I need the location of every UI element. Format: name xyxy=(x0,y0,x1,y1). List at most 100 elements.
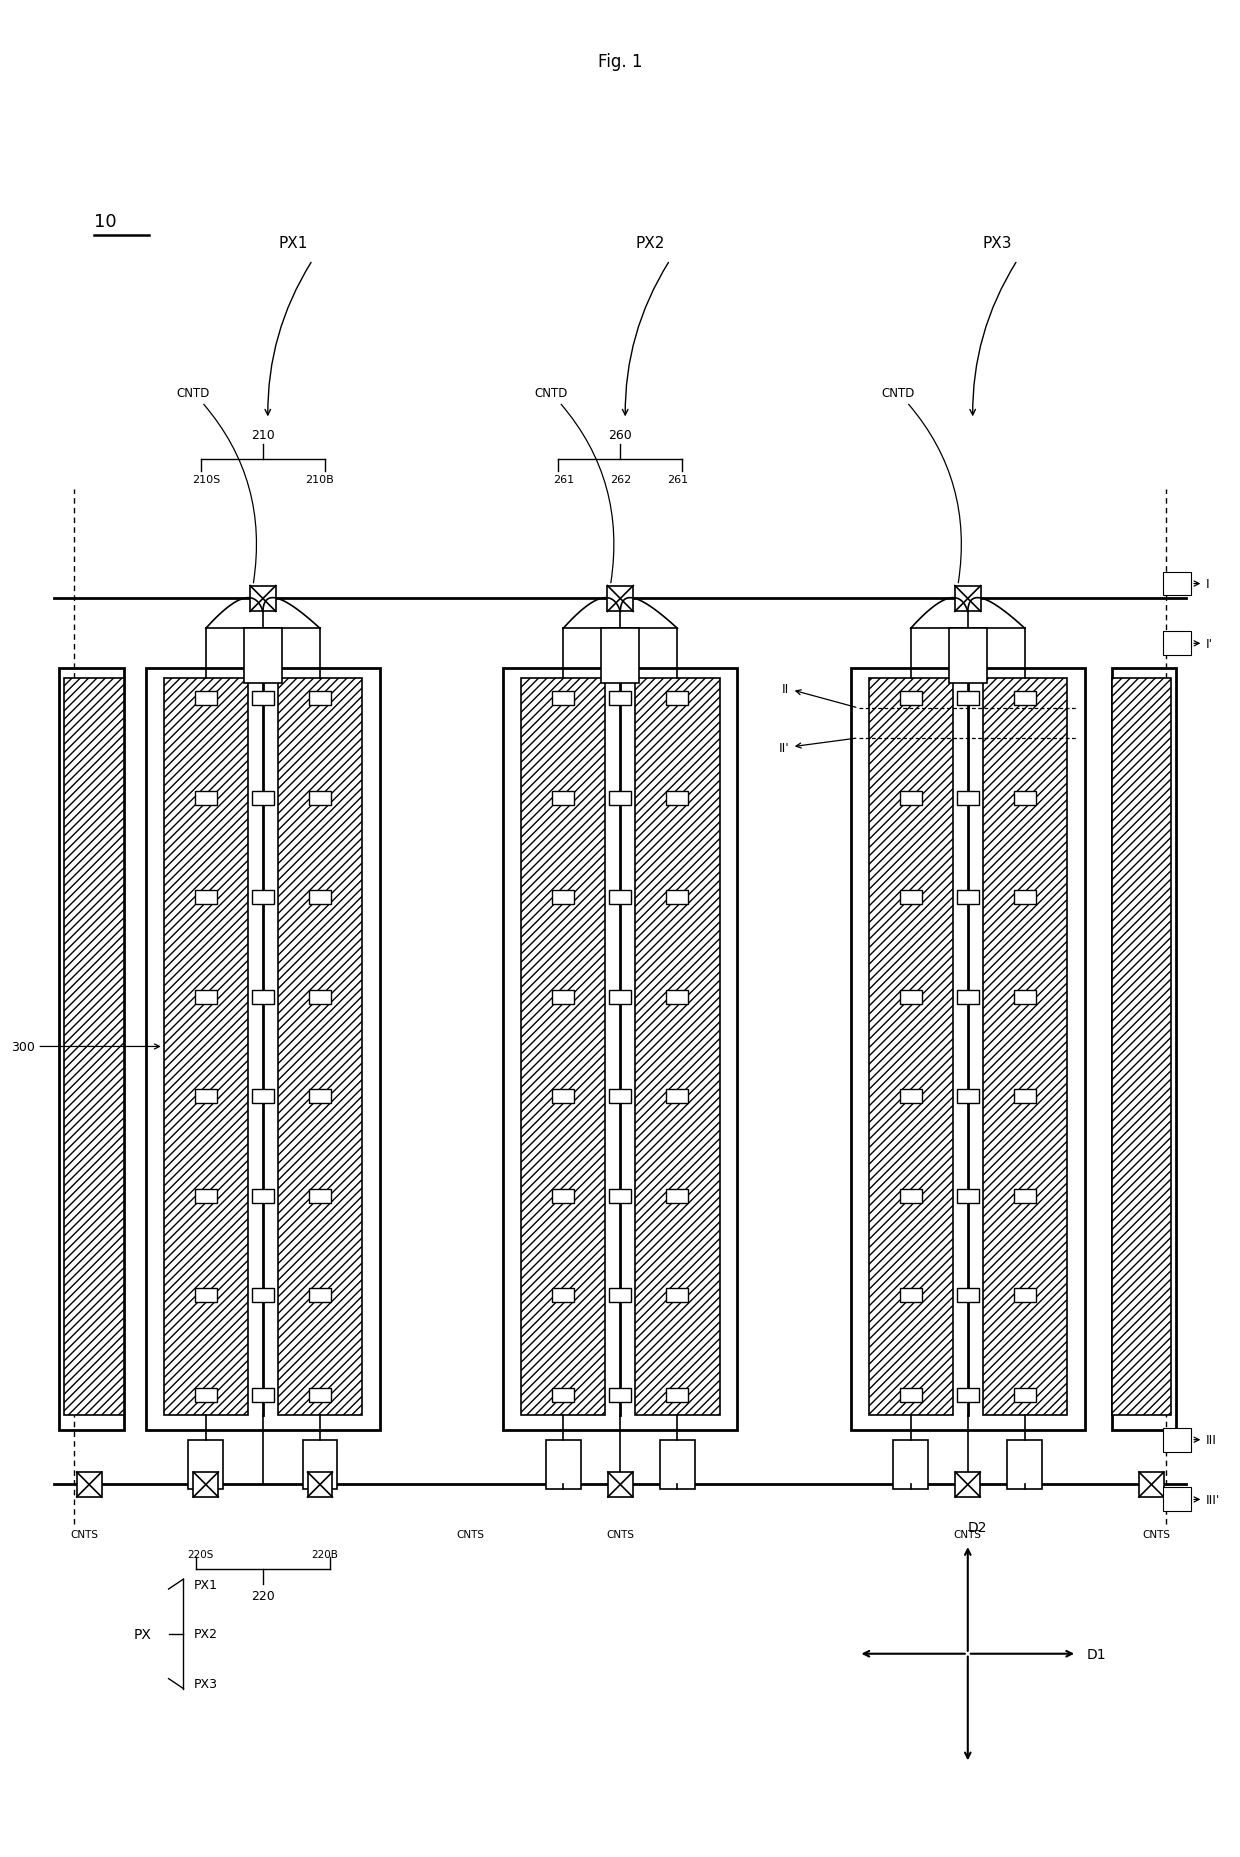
Bar xyxy=(949,630,987,683)
Text: CNTD: CNTD xyxy=(882,386,961,583)
Bar xyxy=(1163,1428,1192,1452)
Bar xyxy=(609,691,631,706)
Bar xyxy=(851,669,1085,1430)
Text: PX3: PX3 xyxy=(983,236,1012,251)
Bar xyxy=(1163,1487,1192,1512)
Bar xyxy=(193,1473,218,1497)
Bar xyxy=(1014,990,1035,1005)
Bar xyxy=(1014,1090,1035,1103)
Bar xyxy=(309,1289,331,1302)
Text: II': II' xyxy=(779,739,856,756)
Bar xyxy=(609,990,631,1005)
Bar xyxy=(666,990,688,1005)
Bar xyxy=(252,1188,274,1203)
Bar xyxy=(308,1473,332,1497)
Text: I': I' xyxy=(1194,637,1213,650)
Bar xyxy=(552,1188,574,1203)
Text: PX1: PX1 xyxy=(278,236,308,251)
Bar xyxy=(303,1439,337,1489)
Bar xyxy=(893,1439,928,1489)
Bar xyxy=(666,1188,688,1203)
Text: PX1: PX1 xyxy=(193,1578,217,1591)
Text: 210S: 210S xyxy=(192,475,219,485)
Bar xyxy=(309,1090,331,1103)
Bar xyxy=(868,680,952,1415)
Text: PX2: PX2 xyxy=(193,1627,217,1640)
Bar xyxy=(252,691,274,706)
Bar xyxy=(195,1090,217,1103)
Text: PX: PX xyxy=(134,1627,151,1642)
Bar xyxy=(900,1188,921,1203)
Bar xyxy=(503,669,738,1430)
Bar xyxy=(252,1289,274,1302)
Bar xyxy=(957,1289,978,1302)
Text: D1: D1 xyxy=(1087,1647,1106,1660)
Text: 300: 300 xyxy=(11,1040,160,1053)
Bar xyxy=(609,1188,631,1203)
Bar xyxy=(900,990,921,1005)
Bar xyxy=(660,1439,694,1489)
Text: CNTD: CNTD xyxy=(534,386,614,583)
Bar xyxy=(957,791,978,806)
Bar xyxy=(900,1289,921,1302)
Text: 220B: 220B xyxy=(311,1549,339,1560)
Bar xyxy=(552,1090,574,1103)
Bar xyxy=(195,891,217,904)
Bar xyxy=(609,1289,631,1302)
Bar xyxy=(1140,1473,1164,1497)
Bar xyxy=(278,680,362,1415)
Bar xyxy=(252,1389,274,1402)
Bar xyxy=(900,1389,921,1402)
Bar xyxy=(195,691,217,706)
Bar xyxy=(1014,1188,1035,1203)
Bar xyxy=(666,691,688,706)
Bar xyxy=(1014,1389,1035,1402)
Text: 260: 260 xyxy=(609,429,632,442)
Bar xyxy=(601,630,639,683)
Text: II: II xyxy=(782,682,856,708)
Bar xyxy=(252,891,274,904)
Text: PX3: PX3 xyxy=(193,1677,217,1690)
Bar xyxy=(957,891,978,904)
Bar xyxy=(609,1090,631,1103)
Bar xyxy=(609,791,631,806)
Text: 261: 261 xyxy=(667,475,688,485)
Bar xyxy=(252,791,274,806)
Text: Fig. 1: Fig. 1 xyxy=(598,52,642,71)
Text: 220: 220 xyxy=(250,1590,275,1603)
Bar xyxy=(1014,791,1035,806)
Bar xyxy=(1112,680,1172,1415)
Bar xyxy=(552,691,574,706)
Bar xyxy=(957,691,978,706)
Bar xyxy=(309,791,331,806)
Bar xyxy=(666,1090,688,1103)
Bar xyxy=(195,791,217,806)
Text: 261: 261 xyxy=(553,475,574,485)
Bar xyxy=(1014,891,1035,904)
Bar xyxy=(552,990,574,1005)
Text: III: III xyxy=(1194,1434,1216,1447)
Bar xyxy=(195,1188,217,1203)
Bar xyxy=(250,587,275,613)
Text: CNTS: CNTS xyxy=(71,1530,98,1539)
Bar xyxy=(900,791,921,806)
Bar xyxy=(955,1473,980,1497)
Bar xyxy=(188,1439,223,1489)
Text: CNTS: CNTS xyxy=(456,1530,484,1539)
Bar xyxy=(1014,1289,1035,1302)
Bar xyxy=(982,680,1068,1415)
Bar xyxy=(957,1389,978,1402)
Bar xyxy=(609,891,631,904)
Text: CNTS: CNTS xyxy=(606,1530,635,1539)
Bar xyxy=(609,1389,631,1402)
Bar xyxy=(521,680,605,1415)
Bar xyxy=(900,691,921,706)
Bar xyxy=(164,680,248,1415)
Bar xyxy=(552,1289,574,1302)
Bar xyxy=(666,1389,688,1402)
Bar xyxy=(195,990,217,1005)
Bar xyxy=(309,691,331,706)
Text: 210B: 210B xyxy=(305,475,335,485)
Text: 10: 10 xyxy=(94,214,117,230)
Bar xyxy=(64,680,124,1415)
